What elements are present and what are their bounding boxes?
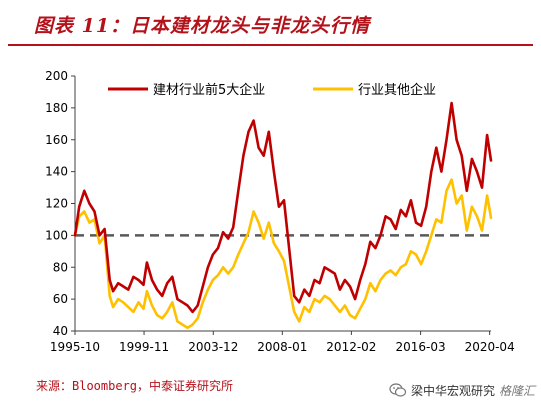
legend-item-others-label: 行业其他企业 bbox=[358, 82, 436, 98]
x-tick-label: 1999-11 bbox=[119, 340, 169, 354]
y-tick-label: 100 bbox=[45, 228, 68, 242]
y-tick-label: 180 bbox=[45, 101, 68, 115]
x-tick-label: 2003-12 bbox=[188, 340, 238, 354]
source-note: 来源：Bloomberg，中泰证券研究所 bbox=[36, 379, 234, 393]
y-tick-label: 160 bbox=[45, 133, 68, 147]
title-divider bbox=[8, 44, 533, 46]
x-tick-label: 2008-01 bbox=[257, 340, 307, 354]
y-tick-label: 120 bbox=[45, 197, 68, 211]
y-tick-label: 140 bbox=[45, 165, 68, 179]
x-tick-label: 2016-03 bbox=[396, 340, 446, 354]
x-tick-label: 1995-10 bbox=[50, 340, 100, 354]
x-tick-label: 2012-02 bbox=[326, 340, 376, 354]
y-tick-label: 200 bbox=[45, 69, 68, 83]
watermark-logo: 格隆汇 bbox=[498, 383, 535, 398]
title-bar: 图表 11：日本建材龙头与非龙头行情 bbox=[0, 0, 541, 46]
watermark: 梁中华宏观研究 格隆汇 bbox=[389, 377, 535, 403]
wechat-icon bbox=[389, 383, 407, 397]
line-chart: 40 60 80 100 120 140 160 180 200 1995-10 1999-11 20… bbox=[45, 69, 515, 354]
series-line-others bbox=[73, 178, 493, 330]
series-line-leaders bbox=[73, 101, 493, 314]
y-tick-label: 60 bbox=[53, 292, 68, 306]
chart-title: 图表 11：日本建材龙头与非龙头行情 bbox=[34, 15, 371, 37]
x-tick-label: 2020-04 bbox=[465, 340, 515, 354]
y-tick-label: 80 bbox=[53, 260, 68, 274]
y-tick-label: 40 bbox=[53, 324, 68, 338]
watermark-text: 梁中华宏观研究 bbox=[410, 383, 495, 398]
legend-item-leaders-label: 建材行业前5大企业 bbox=[153, 82, 265, 98]
chart-area: 40 60 80 100 120 140 160 180 200 1995-10 1999-11 20… bbox=[0, 60, 541, 365]
